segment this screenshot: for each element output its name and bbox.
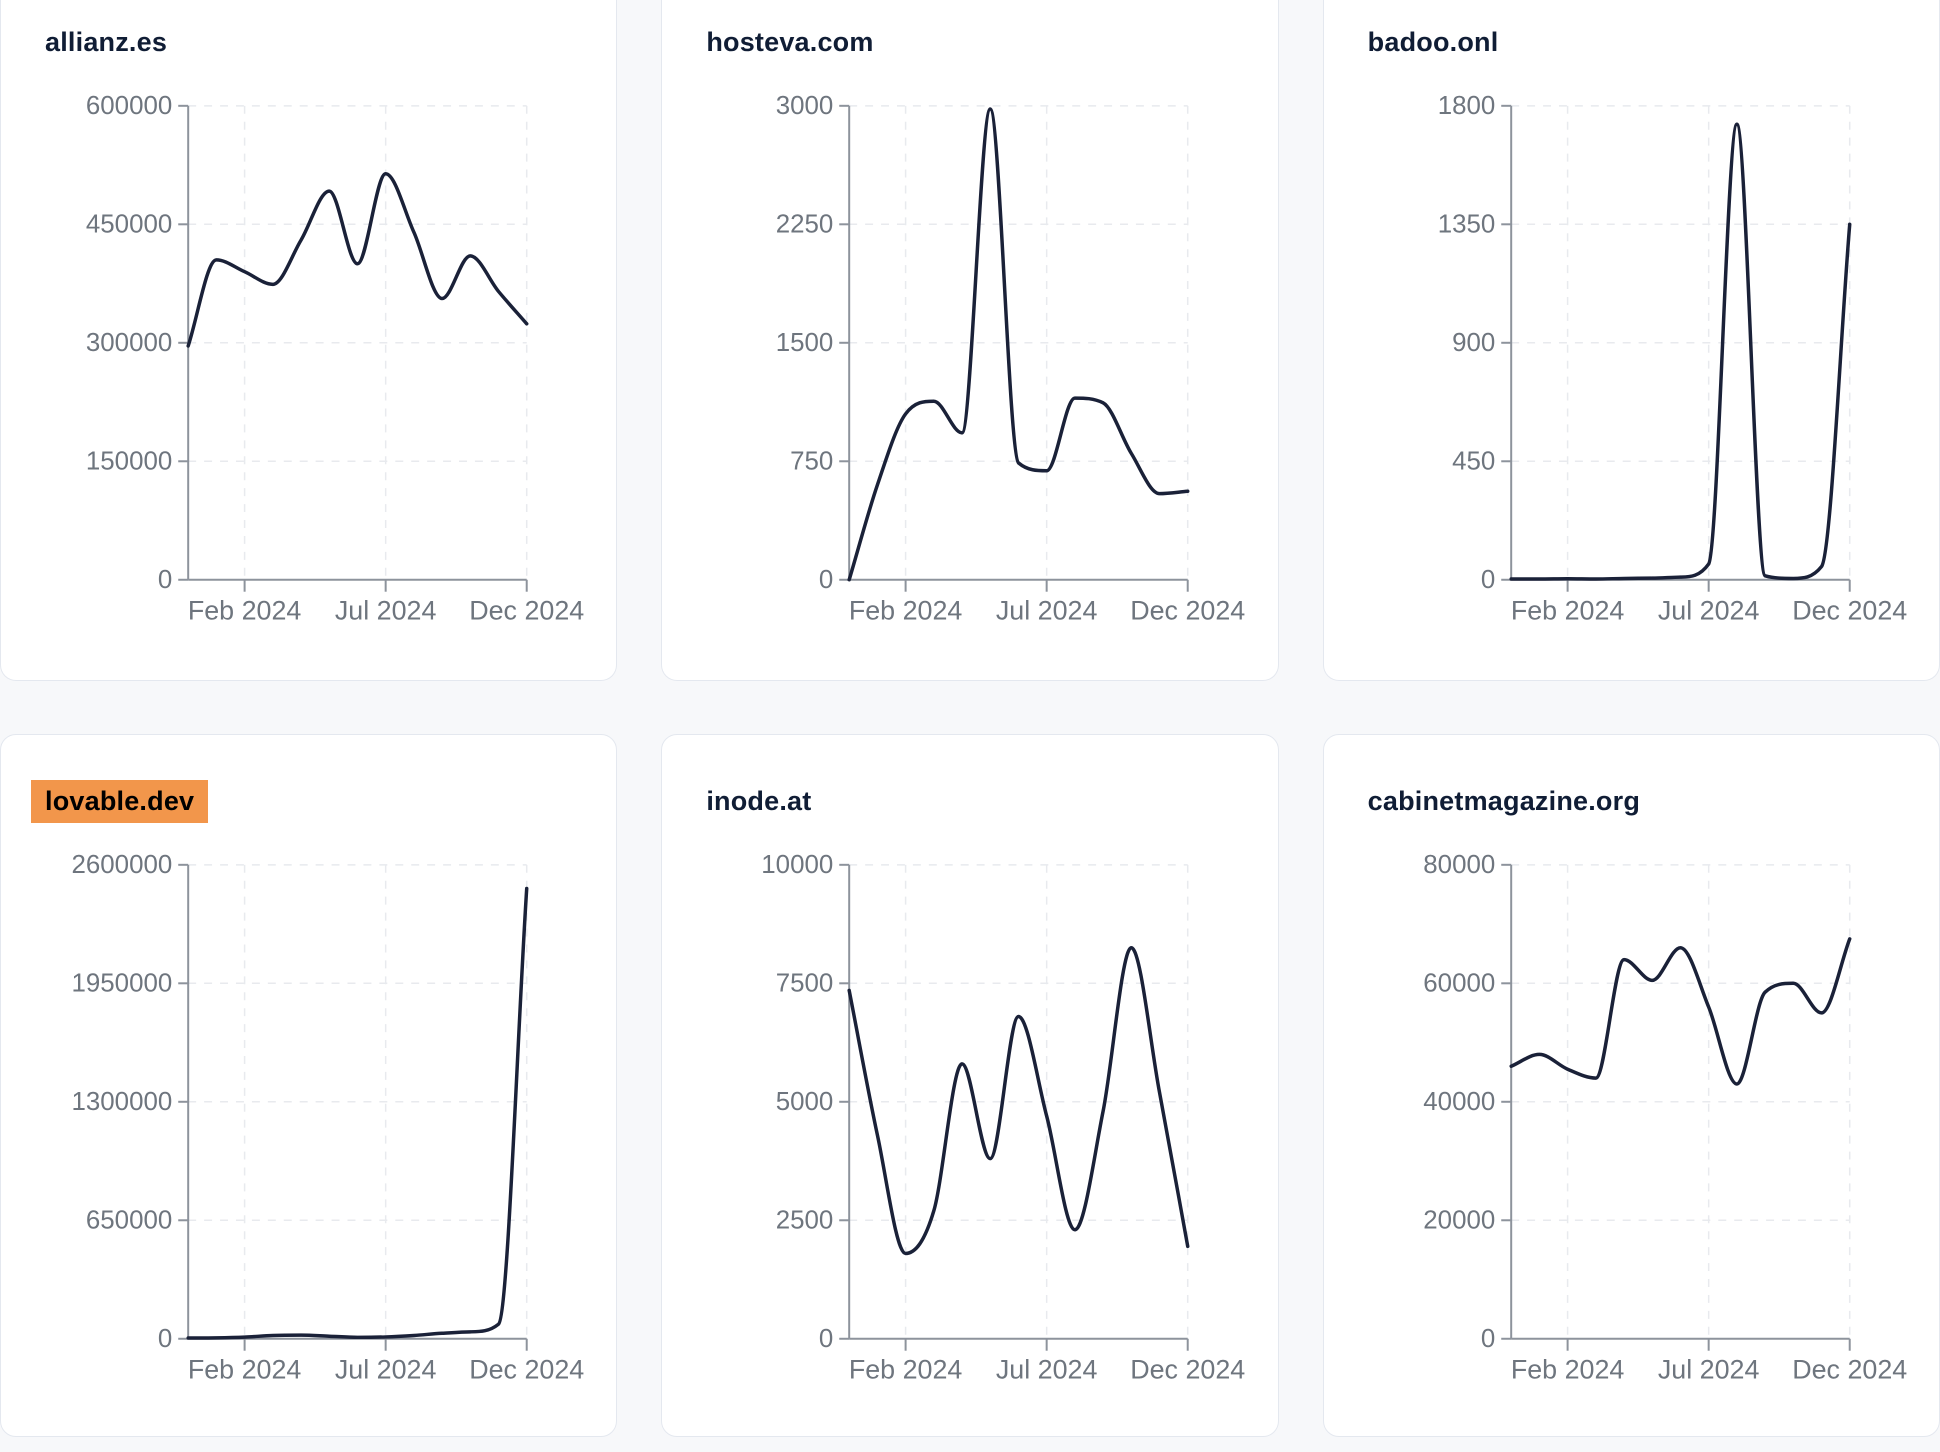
x-tick-label: Jul 2024 — [1658, 596, 1760, 626]
x-tick-label: Jul 2024 — [335, 1355, 437, 1385]
y-tick-label: 0 — [1481, 566, 1495, 594]
chart-title: allianz.es — [45, 26, 168, 57]
y-tick-label: 0 — [819, 1325, 833, 1353]
series-line — [1509, 937, 1852, 1086]
chart-title: cabinetmagazine.org — [1367, 785, 1641, 816]
x-tick-label: Jul 2024 — [996, 596, 1098, 626]
y-tick-label: 0 — [819, 566, 833, 594]
y-tick-label: 650000 — [86, 1206, 172, 1234]
chart-title-row: lovable.dev — [1, 779, 616, 823]
y-tick-label: 1350 — [1437, 210, 1495, 238]
x-tick-label: Jul 2024 — [996, 1355, 1098, 1385]
chart-card-hosteva[interactable]: hosteva.com 0 750 1500 2250 3000 Feb 2024 Jul … — [661, 0, 1279, 681]
line-chart-svg: 0 750 1500 2250 3000 Feb 2024 Jul 2024 Dec 2024 — [776, 92, 1246, 626]
x-tick-label: Feb 2024 — [188, 1355, 302, 1385]
chart-card-lovable[interactable]: lovable.dev 0 650000 1300000 1950000 2600000… — [0, 734, 618, 1437]
line-chart-svg: 0 150000 300000 450000 600000 Feb 2024 Jul 202… — [86, 92, 584, 626]
y-tick-label: 1500 — [776, 329, 834, 357]
y-tick-label: 60000 — [1423, 969, 1495, 997]
y-tick-label: 0 — [1481, 1325, 1495, 1353]
chart-title: hosteva.com — [706, 26, 874, 57]
x-tick-label: Feb 2024 — [188, 596, 302, 626]
series-line — [1509, 122, 1852, 581]
chart-title: inode.at — [706, 785, 812, 816]
x-tick-label: Jul 2024 — [335, 596, 437, 626]
y-tick-label: 3000 — [776, 92, 834, 120]
y-tick-label: 5000 — [776, 1088, 834, 1116]
y-tick-label: 80000 — [1423, 851, 1495, 879]
y-tick-label: 450000 — [86, 210, 172, 238]
line-chart-svg: 0 450 900 1350 1800 Feb 2024 Jul 2024 Dec 2024 — [1437, 92, 1907, 626]
x-tick-label: Feb 2024 — [1510, 1355, 1624, 1385]
x-tick-label: Feb 2024 — [1510, 596, 1624, 626]
x-tick-label: Jul 2024 — [1658, 1355, 1760, 1385]
x-tick-label: Dec 2024 — [1131, 1355, 1246, 1385]
chart-title-row: hosteva.com — [662, 20, 1277, 64]
series-line — [847, 107, 1190, 582]
y-tick-label: 300000 — [86, 329, 172, 357]
y-tick-label: 450 — [1452, 447, 1495, 475]
series-line — [186, 172, 529, 348]
x-tick-label: Dec 2024 — [1792, 1355, 1907, 1385]
x-tick-label: Dec 2024 — [1131, 596, 1246, 626]
x-tick-label: Dec 2024 — [1792, 596, 1907, 626]
y-tick-label: 2250 — [776, 210, 834, 238]
line-chart-svg: 0 650000 1300000 1950000 2600000 Feb 2024 Jul … — [72, 851, 585, 1385]
series-line — [847, 946, 1190, 1256]
y-tick-label: 2500 — [776, 1206, 834, 1234]
chart-card-inode[interactable]: inode.at 0 2500 5000 7500 10000 Feb 2024 Jul 2… — [661, 734, 1279, 1437]
line-chart-svg: 0 20000 40000 60000 80000 Feb 2024 Jul 2024 Dec… — [1423, 851, 1907, 1385]
x-tick-label: Dec 2024 — [469, 596, 584, 626]
line-chart-svg: 0 2500 5000 7500 10000 Feb 2024 Jul 2024 Dec 20… — [762, 851, 1246, 1385]
y-tick-label: 1300000 — [72, 1088, 173, 1116]
y-tick-label: 600000 — [86, 92, 172, 120]
chart-title-highlighted: lovable.dev — [31, 779, 209, 823]
chart-title-row: cabinetmagazine.org — [1324, 779, 1939, 823]
y-tick-label: 0 — [158, 1325, 172, 1353]
y-tick-label: 150000 — [86, 447, 172, 475]
chart-card-allianz[interactable]: allianz.es 0 150000 300000 450000 600000 Feb … — [0, 0, 618, 681]
y-tick-label: 1800 — [1437, 92, 1495, 120]
chart-title-row: allianz.es — [1, 20, 616, 64]
chart-title-row: inode.at — [662, 779, 1277, 823]
y-tick-label: 900 — [1452, 329, 1495, 357]
x-tick-label: Feb 2024 — [849, 1355, 963, 1385]
y-tick-label: 1950000 — [72, 969, 173, 997]
chart-title: badoo.onl — [1367, 26, 1499, 57]
chart-title-row: badoo.onl — [1324, 20, 1939, 64]
chart-card-cabinetmagazine[interactable]: cabinetmagazine.org 0 20000 40000 60000 8000… — [1322, 734, 1940, 1437]
y-tick-label: 20000 — [1423, 1206, 1495, 1234]
y-tick-label: 750 — [790, 447, 833, 475]
series-line — [186, 886, 529, 1340]
y-tick-label: 10000 — [762, 851, 834, 879]
x-tick-label: Feb 2024 — [849, 596, 963, 626]
y-tick-label: 0 — [158, 566, 172, 594]
y-tick-label: 2600000 — [72, 851, 173, 879]
y-tick-label: 7500 — [776, 969, 834, 997]
x-tick-label: Dec 2024 — [469, 1355, 584, 1385]
y-tick-label: 40000 — [1423, 1088, 1495, 1116]
chart-card-badoo[interactable]: badoo.onl 0 450 900 1350 1800 Feb 2024 Jul 202… — [1322, 0, 1940, 681]
